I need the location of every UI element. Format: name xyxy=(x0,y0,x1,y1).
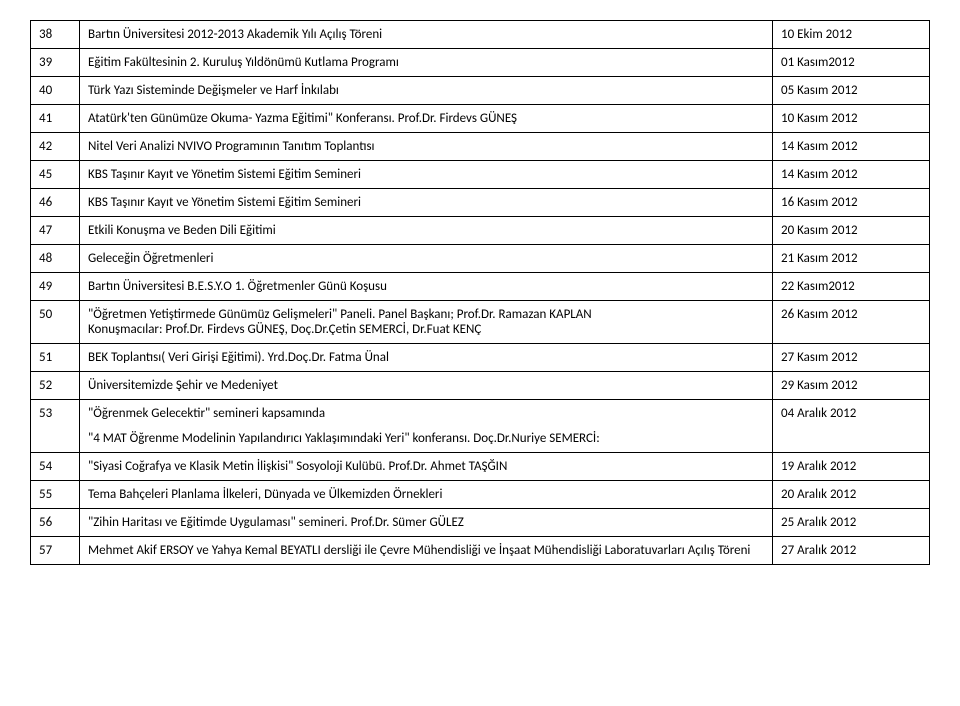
table-row: 45 KBS Taşınır Kayıt ve Yönetim Sistemi E… xyxy=(31,161,930,189)
row-description: "Öğretmen Yetiştirmede Günümüz Gelişmele… xyxy=(80,301,773,344)
table-row: 57 Mehmet Akif ERSOY ve Yahya Kemal BEYAT… xyxy=(31,537,930,565)
row-number: 46 xyxy=(31,189,80,217)
row-description: Etkili Konuşma ve Beden Dili Eğitimi xyxy=(80,217,773,245)
table-row: 46 KBS Taşınır Kayıt ve Yönetim Sistemi E… xyxy=(31,189,930,217)
row-description: "Zihin Haritası ve Eğitimde Uygulaması" … xyxy=(80,509,773,537)
row-number: 51 xyxy=(31,344,80,372)
table-row: 56 "Zihin Haritası ve Eğitimde Uygulaması… xyxy=(31,509,930,537)
row-number: 50 xyxy=(31,301,80,344)
row-description-text: "Zihin Haritası ve Eğitimde Uygulaması" … xyxy=(88,515,764,530)
row-number: 56 xyxy=(31,509,80,537)
events-table: 38 Bartın Üniversitesi 2012-2013 Akademik… xyxy=(30,20,930,565)
row-description: Mehmet Akif ERSOY ve Yahya Kemal BEYATLI… xyxy=(80,537,773,565)
row-number: 48 xyxy=(31,245,80,273)
row-number: 54 xyxy=(31,453,80,481)
row-description: Geleceğin Öğretmenleri xyxy=(80,245,773,273)
row-description: BEK Toplantısı( Veri Girişi Eğitimi). Yr… xyxy=(80,344,773,372)
row-date: 14 Kasım 2012 xyxy=(773,133,930,161)
row-date: 20 Kasım 2012 xyxy=(773,217,930,245)
table-row: 39 Eğitim Fakültesinin 2. Kuruluş Yıldönü… xyxy=(31,49,930,77)
table-row: 50 "Öğretmen Yetiştirmede Günümüz Gelişme… xyxy=(31,301,930,344)
row-description: "Siyasi Coğrafya ve Klasik Metin İlişkis… xyxy=(80,453,773,481)
row-description-text: KBS Taşınır Kayıt ve Yönetim Sistemi Eği… xyxy=(88,167,764,182)
row-number: 47 xyxy=(31,217,80,245)
table-row: 40 Türk Yazı Sisteminde Değişmeler ve Har… xyxy=(31,77,930,105)
table-row: 47 Etkili Konuşma ve Beden Dili Eğitimi 20… xyxy=(31,217,930,245)
row-description: Üniversitemizde Şehir ve Medeniyet xyxy=(80,372,773,400)
table-row: 52 Üniversitemizde Şehir ve Medeniyet 29 K… xyxy=(31,372,930,400)
row-description-text: "Öğretmen Yetiştirmede Günümüz Gelişmele… xyxy=(88,307,764,337)
row-description-text: Bartın Üniversitesi B.E.S.Y.O 1. Öğretme… xyxy=(88,279,764,294)
table-row: 53 "Öğrenmek Gelecektir" semineri kapsamı… xyxy=(31,400,930,453)
row-date: 16 Kasım 2012 xyxy=(773,189,930,217)
table-row: 51 BEK Toplantısı( Veri Girişi Eğitimi). … xyxy=(31,344,930,372)
row-date: 29 Kasım 2012 xyxy=(773,372,930,400)
row-date: 20 Aralık 2012 xyxy=(773,481,930,509)
row-description-text: Geleceğin Öğretmenleri xyxy=(88,251,764,266)
row-description: Eğitim Fakültesinin 2. Kuruluş Yıldönümü… xyxy=(80,49,773,77)
row-number: 49 xyxy=(31,273,80,301)
row-number: 45 xyxy=(31,161,80,189)
row-description-sub: "4 MAT Öğrenme Modelinin Yapılandırıcı Y… xyxy=(88,431,764,446)
row-number: 52 xyxy=(31,372,80,400)
row-date: 10 Kasım 2012 xyxy=(773,105,930,133)
row-description: Bartın Üniversitesi 2012-2013 Akademik Y… xyxy=(80,21,773,49)
row-date: 26 Kasım 2012 xyxy=(773,301,930,344)
row-description: KBS Taşınır Kayıt ve Yönetim Sistemi Eği… xyxy=(80,161,773,189)
row-date: 21 Kasım 2012 xyxy=(773,245,930,273)
table-row: 55 Tema Bahçeleri Planlama İlkeleri, Düny… xyxy=(31,481,930,509)
row-number: 55 xyxy=(31,481,80,509)
row-number: 53 xyxy=(31,400,80,453)
row-number: 57 xyxy=(31,537,80,565)
table-row: 38 Bartın Üniversitesi 2012-2013 Akademik… xyxy=(31,21,930,49)
row-description-text: "Öğrenmek Gelecektir" semineri kapsamınd… xyxy=(88,406,764,421)
row-description-text: Bartın Üniversitesi 2012-2013 Akademik Y… xyxy=(88,27,764,42)
table-row: 48 Geleceğin Öğretmenleri 21 Kasım 2012 xyxy=(31,245,930,273)
row-number: 38 xyxy=(31,21,80,49)
row-description: Nitel Veri Analizi NVIVO Programının Tan… xyxy=(80,133,773,161)
row-description-text: Türk Yazı Sisteminde Değişmeler ve Harf … xyxy=(88,83,764,98)
row-description: Bartın Üniversitesi B.E.S.Y.O 1. Öğretme… xyxy=(80,273,773,301)
row-description: Atatürk'ten Günümüze Okuma- Yazma Eğitim… xyxy=(80,105,773,133)
row-date: 27 Aralık 2012 xyxy=(773,537,930,565)
row-date: 05 Kasım 2012 xyxy=(773,77,930,105)
row-number: 42 xyxy=(31,133,80,161)
row-description-text: Üniversitemizde Şehir ve Medeniyet xyxy=(88,378,764,393)
row-description-text: KBS Taşınır Kayıt ve Yönetim Sistemi Eği… xyxy=(88,195,764,210)
row-description-text: Atatürk'ten Günümüze Okuma- Yazma Eğitim… xyxy=(88,111,764,126)
row-description: Türk Yazı Sisteminde Değişmeler ve Harf … xyxy=(80,77,773,105)
table-row: 54 "Siyasi Coğrafya ve Klasik Metin İlişk… xyxy=(31,453,930,481)
row-number: 41 xyxy=(31,105,80,133)
row-description: Tema Bahçeleri Planlama İlkeleri, Dünyad… xyxy=(80,481,773,509)
table-row: 42 Nitel Veri Analizi NVIVO Programının T… xyxy=(31,133,930,161)
row-description-text: Etkili Konuşma ve Beden Dili Eğitimi xyxy=(88,223,764,238)
row-date: 27 Kasım 2012 xyxy=(773,344,930,372)
row-date: 04 Aralık 2012 xyxy=(773,400,930,453)
table-row: 41 Atatürk'ten Günümüze Okuma- Yazma Eğit… xyxy=(31,105,930,133)
row-description-text: Eğitim Fakültesinin 2. Kuruluş Yıldönümü… xyxy=(88,55,764,70)
row-description-text: Mehmet Akif ERSOY ve Yahya Kemal BEYATLI… xyxy=(88,543,764,558)
row-date: 01 Kasım2012 xyxy=(773,49,930,77)
row-description-text: "Siyasi Coğrafya ve Klasik Metin İlişkis… xyxy=(88,459,764,474)
row-description-text: Tema Bahçeleri Planlama İlkeleri, Dünyad… xyxy=(88,487,764,502)
row-date: 10 Ekim 2012 xyxy=(773,21,930,49)
row-date: 19 Aralık 2012 xyxy=(773,453,930,481)
row-date: 14 Kasım 2012 xyxy=(773,161,930,189)
row-description-text: BEK Toplantısı( Veri Girişi Eğitimi). Yr… xyxy=(88,350,764,365)
row-description-text: Nitel Veri Analizi NVIVO Programının Tan… xyxy=(88,139,764,154)
row-description: "Öğrenmek Gelecektir" semineri kapsamınd… xyxy=(80,400,773,453)
row-description: KBS Taşınır Kayıt ve Yönetim Sistemi Eği… xyxy=(80,189,773,217)
row-number: 40 xyxy=(31,77,80,105)
row-date: 22 Kasım2012 xyxy=(773,273,930,301)
row-number: 39 xyxy=(31,49,80,77)
table-row: 49 Bartın Üniversitesi B.E.S.Y.O 1. Öğret… xyxy=(31,273,930,301)
row-date: 25 Aralık 2012 xyxy=(773,509,930,537)
